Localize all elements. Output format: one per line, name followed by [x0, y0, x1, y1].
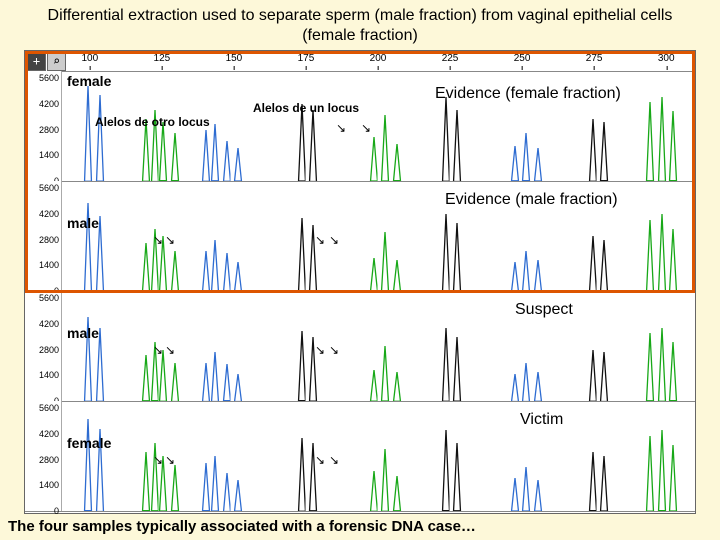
peak [369, 370, 378, 401]
peak [381, 346, 390, 401]
peak [600, 456, 609, 511]
peak [211, 352, 220, 402]
y-tick: 0 [54, 506, 59, 516]
peak [522, 363, 531, 402]
panel-title: Victim [520, 411, 563, 429]
peak [84, 419, 93, 511]
peak [441, 430, 450, 511]
y-tick: 4200 [39, 319, 59, 329]
peak [202, 363, 211, 402]
peak [297, 331, 306, 401]
peak [170, 465, 179, 511]
peak [657, 430, 666, 511]
peak [369, 471, 378, 511]
panel-3: 01400280042005600femaleVictim↘↘↘↘ [25, 401, 695, 512]
peak [141, 452, 150, 511]
arrow-icon: ↘ [153, 343, 163, 357]
peak [392, 372, 401, 401]
peak [669, 445, 678, 511]
y-tick: 2800 [39, 455, 59, 465]
panel-label: male [67, 325, 99, 341]
y-tick: 2800 [39, 345, 59, 355]
peak [211, 456, 220, 511]
page-footer: The four samples typically associated wi… [0, 514, 720, 535]
peak [533, 372, 542, 401]
peak [533, 480, 542, 511]
peak [657, 328, 666, 401]
peak [600, 352, 609, 402]
peak [392, 476, 401, 511]
arrow-icon: ↘ [329, 453, 339, 467]
page-title: Differential extraction used to separate… [0, 0, 720, 50]
electropherogram-chart: +⌕10012515017520022525027530001400280042… [24, 50, 696, 514]
peak [202, 463, 211, 511]
arrow-icon: ↘ [315, 453, 325, 467]
arrow-icon: ↘ [329, 343, 339, 357]
arrow-icon: ↘ [153, 453, 163, 467]
peak [453, 337, 462, 401]
peak [588, 350, 597, 401]
y-tick: 5600 [39, 403, 59, 413]
peak [510, 374, 519, 402]
peak [453, 443, 462, 511]
arrow-icon: ↘ [315, 343, 325, 357]
panel-2: 01400280042005600maleSuspect↘↘↘↘ [25, 291, 695, 402]
y-axis: 01400280042005600 [25, 401, 62, 511]
arrow-icon: ↘ [165, 343, 175, 357]
peak [234, 374, 243, 402]
peak [510, 478, 519, 511]
peak [441, 328, 450, 401]
evidence-highlight [25, 51, 695, 293]
peak [381, 449, 390, 511]
peak [297, 438, 306, 511]
y-tick: 5600 [39, 293, 59, 303]
peak [646, 333, 655, 401]
peak [522, 467, 531, 511]
peak [234, 480, 243, 511]
peak [588, 452, 597, 511]
peak [159, 350, 168, 401]
peak [170, 363, 179, 402]
y-tick: 4200 [39, 429, 59, 439]
y-axis: 01400280042005600 [25, 291, 62, 401]
y-tick: 1400 [39, 370, 59, 380]
y-tick: 1400 [39, 480, 59, 490]
peak [222, 364, 231, 401]
peak [222, 473, 231, 512]
peak [141, 355, 150, 401]
peak [646, 436, 655, 511]
panel-title: Suspect [515, 301, 573, 319]
panel-label: female [67, 435, 111, 451]
arrow-icon: ↘ [165, 453, 175, 467]
peak [669, 342, 678, 401]
